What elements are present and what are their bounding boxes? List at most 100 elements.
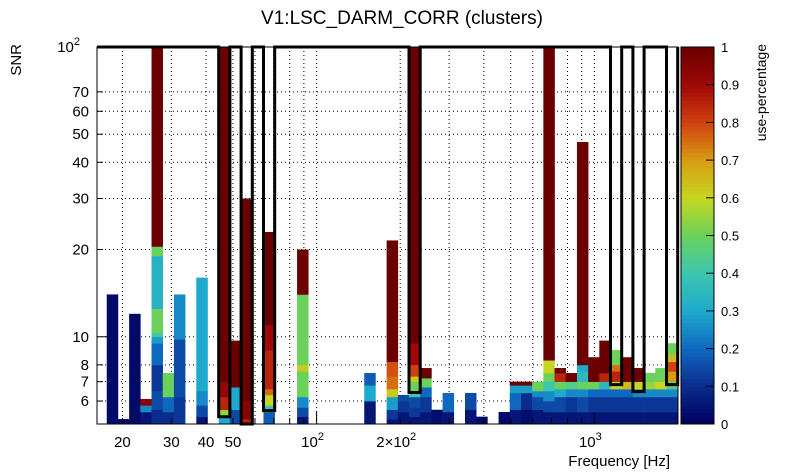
colorbar-swatch xyxy=(681,269,714,274)
heatmap-cell xyxy=(409,343,421,366)
colorbar-swatch xyxy=(681,58,714,63)
heatmap-cell xyxy=(263,231,275,326)
colorbar-swatch xyxy=(681,220,714,225)
colorbar-swatch xyxy=(681,397,714,402)
heatmap-cell xyxy=(386,389,399,398)
colorbar-swatch xyxy=(681,378,714,384)
heatmap-cell xyxy=(621,412,634,425)
heatmap-cell xyxy=(632,368,645,382)
heatmap-cell xyxy=(241,419,253,425)
heatmap-cell xyxy=(173,396,186,425)
y-tick-label: 7 xyxy=(81,374,89,391)
heatmap-cell xyxy=(409,364,421,377)
heatmap-cell xyxy=(543,401,555,413)
colorbar-swatch xyxy=(681,163,714,169)
colorbar: 0 0.1 0.2 0.3 0.4 0.5 0.6 0.7 0.8 0.9 1 xyxy=(680,40,739,432)
heatmap-cell xyxy=(151,255,164,309)
heatmap-cell xyxy=(129,313,141,425)
y-tick-label-base: 70 xyxy=(72,84,89,101)
heatmap-cell xyxy=(554,372,567,382)
x-tick-label: 20 xyxy=(114,434,131,451)
heatmap-cell xyxy=(229,387,242,411)
colorbar-swatch xyxy=(681,194,714,199)
colorbar-swatch xyxy=(681,65,714,71)
heatmap-cell xyxy=(218,396,231,411)
colorbar-swatch xyxy=(681,348,714,353)
colorbar-swatch xyxy=(681,178,714,184)
y-axis-label: SNR xyxy=(8,44,25,76)
y-tick-label-exponent: 2 xyxy=(74,36,80,48)
colorbar-swatch xyxy=(681,261,714,267)
heatmap-cell xyxy=(632,396,645,413)
heatmap-cell xyxy=(621,396,634,413)
x-tick-label: 50 xyxy=(225,434,242,451)
x-tick-label-base: 20 xyxy=(114,434,131,451)
heatmap-cell xyxy=(610,350,623,366)
x-tick-label-base: 40 xyxy=(198,434,215,451)
colorbar-swatch xyxy=(681,292,714,297)
x-tick-label: 2×102 xyxy=(376,431,416,451)
heatmap-cell xyxy=(364,372,376,386)
heatmap-cell xyxy=(554,412,567,425)
heatmap-cell xyxy=(218,47,231,382)
colorbar-swatch xyxy=(681,341,714,346)
colorbar-swatch xyxy=(681,310,714,316)
heatmap-cell xyxy=(386,376,399,390)
colorbar-tick-label: 0 xyxy=(721,417,728,432)
heatmap-cell xyxy=(420,378,432,388)
colorbar-swatch xyxy=(681,325,714,331)
y-tick-label-base: 30 xyxy=(72,191,89,208)
y-tick-label: 50 xyxy=(72,126,89,143)
heatmap-cell xyxy=(162,372,175,398)
colorbar-swatch xyxy=(681,250,714,255)
x-tick-label: 103 xyxy=(579,431,602,451)
heatmap-cell xyxy=(599,396,611,413)
colorbar-swatch xyxy=(681,288,714,293)
heatmap-cell xyxy=(576,142,589,366)
heatmap-cell xyxy=(621,389,634,398)
heatmap-cell xyxy=(509,392,522,411)
heatmap-cell xyxy=(632,412,645,425)
heatmap-cell xyxy=(297,416,309,425)
colorbar-swatch xyxy=(681,295,714,301)
heatmap-cells xyxy=(106,47,678,425)
heatmap-cell xyxy=(644,412,656,425)
heatmap-cell xyxy=(543,412,555,425)
colorbar-swatch xyxy=(681,114,714,120)
heatmap-cell xyxy=(218,381,231,398)
heatmap-cell xyxy=(576,381,589,390)
x-tick-label: 40 xyxy=(198,434,215,451)
x-tick-label: 30 xyxy=(163,434,180,451)
heatmap-cell xyxy=(599,412,611,425)
y-tick-label-base: 7 xyxy=(81,374,89,391)
colorbar-swatch xyxy=(681,333,714,338)
colorbar-swatch xyxy=(681,126,714,131)
heatmap-cell xyxy=(532,381,544,392)
heatmap-cell xyxy=(520,385,533,394)
heatmap-cell xyxy=(666,412,678,425)
colorbar-swatch xyxy=(681,186,714,191)
heatmap-cell xyxy=(397,394,410,402)
heatmap-cell xyxy=(151,409,164,425)
heatmap-cell xyxy=(632,381,645,390)
heatmap-cell xyxy=(409,416,421,425)
colorbar-tick-label: 0.2 xyxy=(721,342,739,357)
plot-frame xyxy=(96,46,679,425)
colorbar-swatch xyxy=(681,265,714,270)
heatmap-cell xyxy=(420,396,432,413)
heatmap-cell xyxy=(386,240,399,363)
y-tick-label-base: 20 xyxy=(72,242,89,259)
heatmap-cell xyxy=(397,401,410,413)
heatmap-cell xyxy=(666,396,678,413)
colorbar-swatch xyxy=(681,50,714,56)
heatmap-cell xyxy=(173,294,186,340)
heatmap-cell xyxy=(297,249,309,295)
colorbar-swatch xyxy=(681,276,714,282)
heatmap-cell xyxy=(297,364,309,372)
heatmap-cell xyxy=(263,350,275,390)
colorbar-swatch xyxy=(681,197,714,203)
y-tick-label: 60 xyxy=(72,103,89,120)
colorbar-swatch xyxy=(681,344,714,350)
colorbar-swatch xyxy=(681,201,714,206)
